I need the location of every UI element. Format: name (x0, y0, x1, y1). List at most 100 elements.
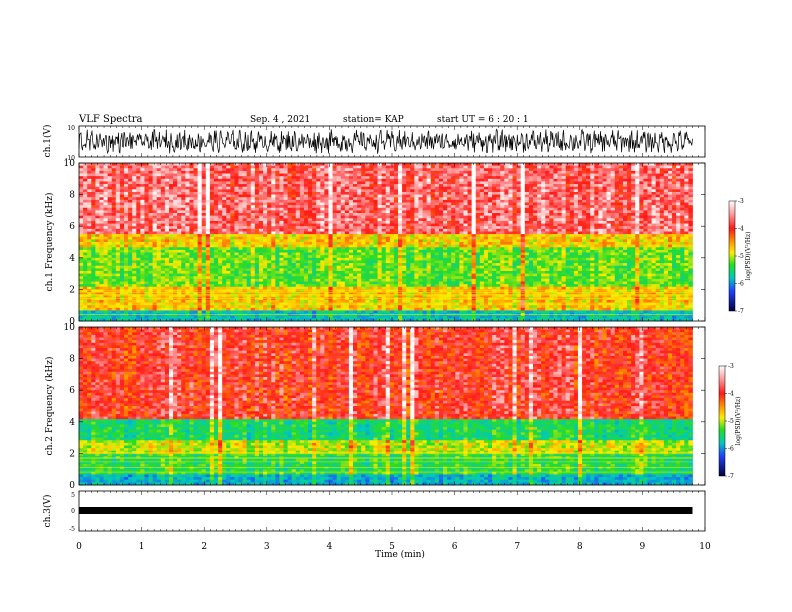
spectrogram-cell (438, 176, 444, 180)
spectrogram-cell (361, 213, 366, 217)
spectrogram-cell (659, 184, 665, 188)
spectrogram-cell (189, 213, 194, 217)
spectrogram-cell (516, 181, 522, 185)
spectrogram-cell (545, 189, 550, 193)
spectrogram-cell (332, 191, 338, 195)
spectrogram-cell (332, 223, 338, 227)
spectrogram-cell (418, 168, 423, 172)
spectrogram-cell (655, 207, 661, 211)
spectrogram-cell (537, 186, 542, 190)
spectrogram-cell (234, 165, 239, 169)
spectrogram-cell (385, 176, 391, 180)
spectrogram-cell (95, 207, 100, 211)
spectrogram-cell (631, 165, 636, 169)
spectrogram-cell (193, 186, 199, 190)
spectrogram-cell (463, 191, 468, 195)
spectrogram-cell (209, 165, 215, 169)
spectrogram-cell (91, 170, 96, 174)
spectrogram-cell (291, 239, 297, 243)
spectrogram-cell (663, 236, 669, 240)
spectrogram-cell (148, 178, 154, 182)
spectrogram-cell (365, 189, 370, 193)
spectrogram-cell (610, 186, 616, 190)
spectrogram-cell (573, 220, 579, 224)
spectrogram-cell (631, 181, 636, 185)
spectrogram-cell (528, 189, 534, 193)
spectrogram-cell (500, 191, 505, 195)
spectrogram-cell (83, 231, 88, 235)
spectrogram-cell (606, 197, 612, 201)
spectrogram-cell (655, 242, 661, 246)
spectrogram-cell (639, 218, 644, 222)
spectrogram-cell (618, 197, 624, 201)
spectrogram-cell (455, 197, 460, 201)
spectrogram-cell (226, 242, 231, 246)
spectrogram-cell (99, 191, 104, 195)
spectrogram-cell (267, 244, 272, 248)
spectrogram-cell (173, 231, 178, 235)
spectrogram-cell (144, 202, 149, 206)
spectrogram-cell (684, 191, 689, 195)
spectrogram-cell (561, 207, 567, 211)
spectrogram-cell (500, 210, 505, 214)
spectrogram-cell (532, 213, 538, 217)
spectrogram-cell (627, 231, 632, 235)
spectrogram-cell (357, 228, 362, 232)
spectrogram-cell (185, 176, 190, 180)
spectrogram-cell (402, 165, 407, 169)
spectrogram-cell (496, 178, 501, 182)
spectrogram-cell (459, 178, 464, 182)
spectrogram-cell (602, 202, 607, 206)
spectrogram-cell (434, 181, 440, 185)
spectrogram-cell (328, 231, 333, 235)
spectrogram-cell (283, 176, 288, 180)
spectrogram-cell (164, 236, 170, 240)
spectrogram-cell (128, 234, 133, 238)
spectrogram-cell (226, 231, 231, 235)
spectrogram-cell (271, 226, 276, 230)
spectrogram-cell (218, 218, 223, 222)
spectrogram-cell (83, 176, 88, 180)
spectrogram-cell (295, 184, 301, 188)
spectrogram-cell (688, 176, 693, 180)
spectrogram-cell (627, 234, 632, 238)
spectrogram-cell (123, 231, 129, 235)
spectrogram-cell (148, 234, 154, 238)
spectrogram-cell (373, 170, 378, 174)
spectrogram-cell (299, 163, 305, 167)
spectrogram-cell (512, 199, 518, 203)
spectrogram-cell (393, 220, 399, 224)
spectrogram-cell (185, 236, 190, 240)
spectrogram-cell (209, 220, 215, 224)
spectrogram-cell (688, 236, 693, 240)
spectrogram-cell (430, 218, 436, 222)
spectrogram-cell (123, 220, 129, 224)
spectrogram-cell (483, 181, 489, 185)
spectrogram-cell (385, 226, 391, 230)
spectrogram-cell (246, 178, 252, 182)
spectrogram-cell (250, 236, 256, 240)
spectrogram-cell (107, 163, 113, 167)
spectrogram-cell (541, 197, 546, 201)
spectrogram-cell (659, 165, 665, 169)
spectrogram-cell (672, 186, 677, 190)
spectrogram-cell (561, 218, 567, 222)
spectrogram-cell (111, 244, 117, 248)
spectrogram-cell (87, 194, 92, 198)
spectrogram-cell (532, 215, 538, 219)
spectrogram-cell (205, 205, 211, 209)
spectrogram-cell (561, 226, 567, 230)
spectrogram-cell (398, 181, 403, 185)
spectrogram-cell (406, 197, 411, 201)
spectrogram-cell (451, 163, 456, 167)
spectrogram-cell (91, 184, 96, 188)
spectrogram-cell (516, 202, 522, 206)
spectrogram-cell (475, 231, 481, 235)
spectrogram-cell (541, 215, 546, 219)
spectrogram-cell (483, 170, 489, 174)
spectrogram-cell (651, 181, 657, 185)
spectrogram-cell (119, 170, 125, 174)
spectrogram-cell (119, 228, 125, 232)
spectrogram-cell (639, 213, 644, 217)
spectrogram-cell (410, 228, 415, 232)
